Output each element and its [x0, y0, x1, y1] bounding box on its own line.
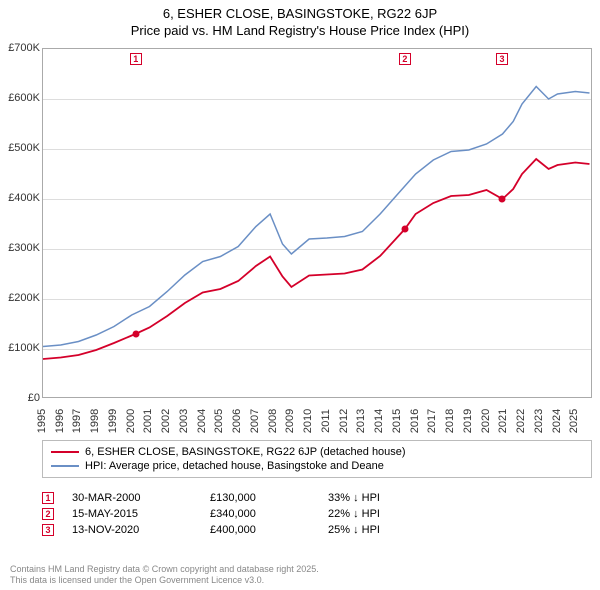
x-tick-label: 2017 — [426, 409, 438, 433]
x-tick-label: 2025 — [568, 409, 580, 433]
chart-marker-1: 1 — [130, 53, 142, 65]
y-tick-label: £200K — [0, 292, 40, 304]
x-tick-label: 2000 — [125, 409, 137, 433]
transaction-delta: 25% ↓ HPI — [328, 524, 448, 536]
transaction-delta: 33% ↓ HPI — [328, 492, 448, 504]
x-tick-label: 2013 — [355, 409, 367, 433]
chart-marker-dot-3 — [498, 196, 505, 203]
x-tick-label: 1998 — [89, 409, 101, 433]
transaction-row: 3 13-NOV-2020 £400,000 25% ↓ HPI — [42, 522, 592, 538]
x-tick-label: 2010 — [302, 409, 314, 433]
x-tick-label: 2011 — [320, 409, 332, 433]
chart-marker-2: 2 — [399, 53, 411, 65]
y-tick-label: £0 — [0, 392, 40, 404]
x-tick-label: 2019 — [462, 409, 474, 433]
footer-line1: Contains HM Land Registry data © Crown c… — [10, 564, 319, 575]
transaction-marker: 3 — [42, 524, 54, 536]
chart-marker-3: 3 — [496, 53, 508, 65]
x-tick-label: 2012 — [338, 409, 350, 433]
x-tick-label: 2008 — [267, 409, 279, 433]
x-tick-label: 2005 — [213, 409, 225, 433]
transaction-date: 15-MAY-2015 — [72, 508, 192, 520]
x-tick-label: 2021 — [497, 409, 509, 433]
plot-area: 1 2 3 — [42, 48, 592, 398]
transaction-date: 30-MAR-2000 — [72, 492, 192, 504]
x-tick-label: 2023 — [533, 409, 545, 433]
transaction-price: £130,000 — [210, 492, 310, 504]
transaction-delta: 22% ↓ HPI — [328, 508, 448, 520]
chart-marker-dot-2 — [401, 226, 408, 233]
x-tick-label: 2018 — [444, 409, 456, 433]
x-tick-label: 2006 — [231, 409, 243, 433]
transaction-price: £400,000 — [210, 524, 310, 536]
chart-title-line1: 6, ESHER CLOSE, BASINGSTOKE, RG22 6JP — [0, 0, 600, 23]
footer-attribution: Contains HM Land Registry data © Crown c… — [10, 564, 319, 586]
chart-title-line2: Price paid vs. HM Land Registry's House … — [0, 23, 600, 44]
y-tick-label: £400K — [0, 192, 40, 204]
x-tick-label: 2002 — [160, 409, 172, 433]
x-tick-label: 2014 — [373, 409, 385, 433]
chart-lines — [43, 49, 591, 397]
x-tick-label: 1996 — [54, 409, 66, 433]
legend-label: HPI: Average price, detached house, Basi… — [85, 460, 384, 472]
x-tick-label: 2020 — [480, 409, 492, 433]
transaction-row: 1 30-MAR-2000 £130,000 33% ↓ HPI — [42, 490, 592, 506]
x-tick-label: 2003 — [178, 409, 190, 433]
transaction-row: 2 15-MAY-2015 £340,000 22% ↓ HPI — [42, 506, 592, 522]
x-tick-label: 2004 — [196, 409, 208, 433]
y-tick-label: £700K — [0, 42, 40, 54]
legend-label: 6, ESHER CLOSE, BASINGSTOKE, RG22 6JP (d… — [85, 446, 406, 458]
chart-container: 6, ESHER CLOSE, BASINGSTOKE, RG22 6JP Pr… — [0, 0, 600, 590]
chart-marker-dot-1 — [132, 331, 139, 338]
x-tick-label: 1995 — [36, 409, 48, 433]
legend-swatch — [51, 451, 79, 453]
y-tick-label: £100K — [0, 342, 40, 354]
series-property — [43, 159, 590, 359]
x-tick-label: 2024 — [551, 409, 563, 433]
transaction-price: £340,000 — [210, 508, 310, 520]
transaction-marker: 2 — [42, 508, 54, 520]
x-tick-label: 2001 — [142, 409, 154, 433]
legend-item: 6, ESHER CLOSE, BASINGSTOKE, RG22 6JP (d… — [51, 445, 583, 459]
x-tick-label: 2009 — [284, 409, 296, 433]
transaction-marker: 1 — [42, 492, 54, 504]
y-tick-label: £300K — [0, 242, 40, 254]
x-tick-label: 2007 — [249, 409, 261, 433]
transaction-date: 13-NOV-2020 — [72, 524, 192, 536]
x-tick-label: 2016 — [409, 409, 421, 433]
series-hpi — [43, 87, 590, 347]
x-tick-label: 1997 — [71, 409, 83, 433]
legend-item: HPI: Average price, detached house, Basi… — [51, 459, 583, 473]
y-tick-label: £500K — [0, 142, 40, 154]
y-tick-label: £600K — [0, 92, 40, 104]
legend: 6, ESHER CLOSE, BASINGSTOKE, RG22 6JP (d… — [42, 440, 592, 478]
x-tick-label: 2022 — [515, 409, 527, 433]
x-tick-label: 2015 — [391, 409, 403, 433]
transactions-table: 1 30-MAR-2000 £130,000 33% ↓ HPI 2 15-MAY-201… — [42, 490, 592, 538]
legend-swatch — [51, 465, 79, 467]
x-tick-label: 1999 — [107, 409, 119, 433]
footer-line2: This data is licensed under the Open Gov… — [10, 575, 319, 586]
